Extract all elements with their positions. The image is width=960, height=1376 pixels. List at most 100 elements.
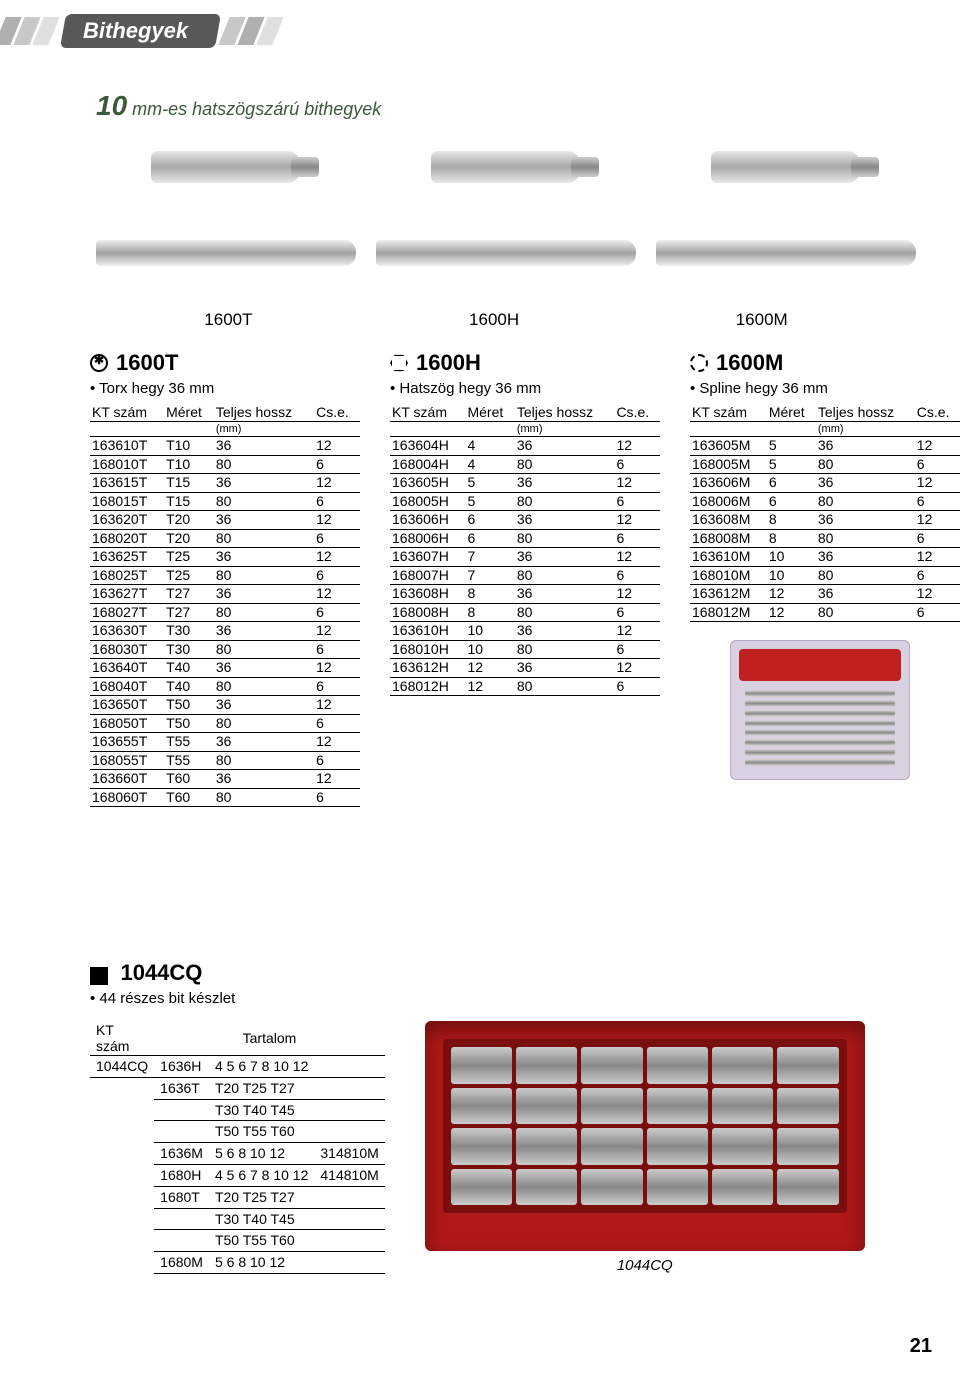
table-row: 168010TT10806: [90, 455, 360, 474]
table-header: Méret: [164, 403, 214, 422]
table-row: 163608H83612: [390, 585, 660, 604]
set-table: KTszám Tartalom 1044CQ1636H4 5 6 7 8 10 …: [90, 1021, 385, 1274]
table-row: 163612M123612: [690, 585, 960, 604]
section-heading-big: 10: [96, 90, 127, 121]
table-row: 168055TT55806: [90, 751, 360, 770]
section-heading-rest: mm-es hatszögszárú bithegyek: [127, 99, 381, 119]
page-title-pill: Bithegyek: [60, 14, 221, 48]
column-code: 1600T: [90, 350, 360, 376]
table-row: 163655TT553612: [90, 733, 360, 752]
table-row: 1680H4 5 6 7 8 10 12414810M: [90, 1164, 385, 1186]
torx-icon: [90, 354, 108, 372]
column-desc: Torx hegy 36 mm: [90, 380, 360, 397]
case-caption: 1044CQ: [425, 1257, 865, 1274]
column-code: 1600M: [690, 350, 960, 376]
table-row: 163625TT253612: [90, 548, 360, 567]
square-bullet-icon: [90, 967, 108, 985]
table-row: 1680TT20 T25 T27: [90, 1186, 385, 1208]
table-row: T50 T55 T60: [90, 1230, 385, 1252]
table-row: 163610M103612: [690, 548, 960, 567]
table-row: 1636M5 6 8 10 12314810M: [90, 1143, 385, 1165]
table-row: 168060TT60806: [90, 788, 360, 807]
bit-image-long: [96, 240, 356, 266]
table-row: 168027TT27806: [90, 603, 360, 622]
table-row: 1636TT20 T25 T27: [90, 1077, 385, 1099]
data-table: KT számMéretTeljes hosszCs.e.(mm)163610T…: [90, 403, 360, 807]
table-header: KT szám: [390, 403, 465, 422]
table-row: T50 T55 T60: [90, 1121, 385, 1143]
bit-image-long: [656, 240, 916, 266]
product-column: 1600HHatszög hegy 36 mmKT számMéretTelje…: [390, 350, 660, 807]
set-table-body: 1044CQ1636H4 5 6 7 8 10 121636TT20 T25 T…: [90, 1056, 385, 1274]
column-desc: Hatszög hegy 36 mm: [390, 380, 660, 397]
table-header: Teljes hossz: [816, 403, 915, 422]
bit-image-long: [376, 240, 636, 266]
table-row: 1044CQ1636H4 5 6 7 8 10 12: [90, 1056, 385, 1078]
table-header: Teljes hossz: [515, 403, 615, 422]
table-row: 163640TT403612: [90, 659, 360, 678]
table-row: 163610TT103612: [90, 437, 360, 456]
table-row: 168030TT30806: [90, 640, 360, 659]
table-row: 168050TT50806: [90, 714, 360, 733]
chevron-right-decor: [224, 17, 281, 45]
code-label: 1600M: [736, 310, 788, 330]
table-row: 163650TT503612: [90, 696, 360, 715]
table-header: KT szám: [690, 403, 767, 422]
set-title-row: 1044CQ: [90, 960, 890, 986]
table-row: 163620TT203612: [90, 511, 360, 530]
set-th-kt: KTszám: [90, 1021, 154, 1056]
bit-image-short: [431, 151, 581, 183]
table-row: 163608M83612: [690, 511, 960, 530]
table-row: 163605M53612: [690, 437, 960, 456]
tables-wrap: 1600TTorx hegy 36 mmKT számMéretTeljes h…: [90, 350, 960, 807]
code-labels-row: 1600T 1600H 1600M: [96, 310, 896, 330]
table-row: 168005H5806: [390, 492, 660, 511]
table-row: 1680M5 6 8 10 12: [90, 1252, 385, 1274]
set-code: 1044CQ: [120, 960, 202, 985]
table-row: 168008M8806: [690, 529, 960, 548]
hex-icon: [390, 354, 408, 372]
table-row: 163610H103612: [390, 622, 660, 641]
table-row: 163604H43612: [390, 437, 660, 456]
table-row: 168004H4806: [390, 455, 660, 474]
blister-pack-image: [730, 640, 910, 780]
table-row: 168010H10806: [390, 640, 660, 659]
table-row: 168005M5806: [690, 455, 960, 474]
code-label: 1600T: [204, 310, 252, 330]
table-row: 168007H7806: [390, 566, 660, 585]
spline-icon: [690, 354, 708, 372]
data-table: KT számMéretTeljes hosszCs.e.(mm)163604H…: [390, 403, 660, 696]
table-row: 163630TT303612: [90, 622, 360, 641]
table-row: 168020TT20806: [90, 529, 360, 548]
page-title: Bithegyek: [83, 18, 188, 44]
table-row: 168008H8806: [390, 603, 660, 622]
bit-image-short: [711, 151, 861, 183]
table-header: Teljes hossz: [214, 403, 314, 422]
product-column: 1600T Torx hegy 36 mm KT számMéretTeljes h…: [90, 350, 360, 807]
table-row: 163627TT273612: [90, 585, 360, 604]
table-row: 168012H12806: [390, 677, 660, 696]
code-label: 1600H: [469, 310, 519, 330]
table-row: 168006M6806: [690, 492, 960, 511]
table-header: Cs.e.: [314, 403, 360, 422]
table-header: Cs.e.: [614, 403, 660, 422]
table-header: Méret: [465, 403, 514, 422]
set-section: 1044CQ 44 részes bit készlet KTszám Tart…: [90, 960, 890, 1274]
table-row: 163660TT603612: [90, 770, 360, 789]
bit-image-short: [151, 151, 301, 183]
table-row: 168010M10806: [690, 566, 960, 585]
table-row: 168006H6806: [390, 529, 660, 548]
table-row: 168015TT15806: [90, 492, 360, 511]
page-header: Bithegyek: [0, 14, 281, 48]
product-images: [96, 130, 896, 290]
table-row: 168012M12806: [690, 603, 960, 622]
table-row: T30 T40 T45: [90, 1208, 385, 1230]
table-row: 168025TT25806: [90, 566, 360, 585]
product-column: 1600M Spline hegy 36 mm KT számMéretTeljes…: [690, 350, 960, 807]
table-row: 163605H53612: [390, 474, 660, 493]
table-row: 163615TT153612: [90, 474, 360, 493]
table-header: Méret: [767, 403, 816, 422]
section-heading: 10 mm-es hatszögszárú bithegyek: [96, 90, 381, 122]
column-desc: Spline hegy 36 mm: [690, 380, 960, 397]
table-row: 168040TT40806: [90, 677, 360, 696]
